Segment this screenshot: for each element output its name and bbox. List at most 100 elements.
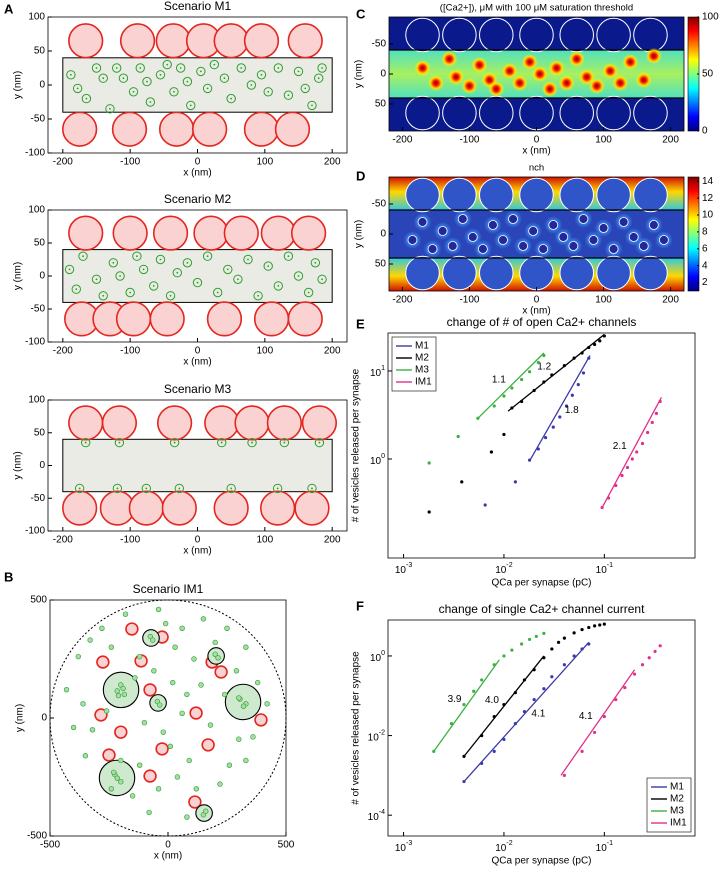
channel [243, 757, 249, 764]
y-tick-label: 50 [34, 238, 46, 249]
channel [66, 70, 76, 80]
channel [132, 251, 142, 261]
channel [112, 483, 123, 494]
channel-center [314, 261, 317, 264]
panel-letter: B [4, 569, 13, 584]
channel [170, 679, 176, 686]
channel-center [116, 487, 119, 490]
chart-title: change of single Ca2+ channel current [439, 602, 645, 616]
vesicle [301, 405, 338, 441]
data-point [658, 399, 662, 404]
fit-line [529, 355, 591, 462]
data-point [532, 388, 536, 393]
channel [263, 261, 273, 271]
x-tick-label: -200 [53, 157, 73, 168]
y-tick-label: 100 [28, 395, 45, 406]
data-point [532, 698, 536, 702]
channel [461, 78, 478, 94]
channel [122, 611, 129, 617]
heatmap [389, 177, 684, 291]
chart-title: nch [529, 163, 544, 174]
channel [162, 59, 172, 70]
data-point [513, 721, 517, 726]
channel-center [115, 67, 118, 69]
data-point [598, 339, 602, 343]
channel [212, 651, 218, 657]
channel [508, 214, 518, 224]
channel [191, 656, 197, 662]
x-tick-label: 10-1 [596, 840, 613, 854]
channel-center [84, 441, 87, 444]
channel [273, 63, 284, 73]
channel [558, 232, 569, 242]
data-point [427, 461, 431, 465]
channel [128, 87, 139, 97]
channel-center [230, 487, 233, 490]
y-tick-label: 101 [370, 365, 385, 379]
channel [645, 48, 662, 64]
channel [74, 483, 85, 494]
vesicle [119, 23, 156, 59]
channel-center [95, 67, 98, 69]
y-axis-label: y (nm) [354, 60, 365, 88]
channel [448, 69, 465, 85]
plot-frame [387, 332, 696, 559]
channel [437, 226, 448, 236]
vesicle [68, 405, 104, 441]
channel-center [118, 441, 121, 444]
legend-label: M2 [415, 353, 429, 364]
vesicle [633, 95, 668, 131]
data-point [580, 647, 584, 651]
data-point [598, 623, 602, 627]
data-point [476, 416, 480, 420]
data-point [542, 380, 546, 384]
chart-title: Scenario M2 [164, 192, 232, 206]
channel [247, 437, 257, 448]
y-tick-label: -50 [31, 114, 46, 125]
channel [99, 625, 105, 632]
data-point [600, 506, 604, 510]
panel-letter: F [356, 598, 364, 613]
channel [129, 793, 136, 799]
plot-frame [387, 619, 696, 837]
slope-label: 2.1 [613, 441, 627, 452]
y-tick-label: -50 [31, 493, 46, 504]
channel-center [317, 77, 320, 80]
y-tick-label: 0 [39, 271, 45, 282]
plot-frame [49, 599, 287, 837]
channel-center [287, 255, 290, 258]
channel-center [178, 487, 181, 490]
channel [441, 51, 458, 67]
vesicle [479, 255, 514, 291]
data-point [492, 714, 496, 719]
vesicle [442, 95, 477, 131]
channel [81, 93, 92, 104]
vesicle [479, 17, 514, 53]
channel [196, 66, 206, 77]
channel [151, 668, 157, 674]
data-point [513, 691, 517, 695]
slope-label: 1.2 [537, 361, 551, 372]
channel [155, 606, 162, 613]
x-tick-label: 0 [534, 295, 540, 306]
vesicle [633, 177, 668, 213]
channel [203, 808, 209, 814]
channel [588, 235, 599, 245]
data-point [576, 383, 580, 387]
data-point [623, 686, 627, 690]
data-point [536, 360, 540, 365]
data-point [593, 624, 597, 628]
vesicle [559, 255, 594, 291]
vesicle [596, 255, 631, 291]
channel-center [186, 80, 189, 83]
vesicle [115, 301, 152, 337]
colorbar-tick-label: 0 [702, 126, 708, 137]
channel [145, 97, 156, 107]
channel [200, 616, 207, 622]
data-point [614, 698, 618, 702]
channel [118, 73, 129, 83]
data-point [502, 432, 506, 437]
channel [141, 720, 148, 726]
channel-center [283, 441, 286, 444]
vesicle [442, 255, 477, 291]
